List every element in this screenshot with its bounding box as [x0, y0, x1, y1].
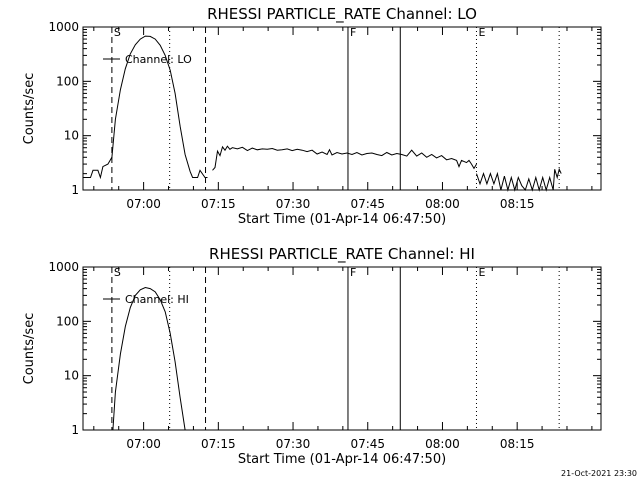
legend-label: Channel: HI — [125, 293, 189, 306]
series-line — [83, 35, 208, 180]
x-tick-label: 07:00 — [126, 437, 161, 451]
x-axis-label: Start Time (01-Apr-14 06:47:50) — [238, 212, 446, 227]
y-tick-label: 10 — [64, 369, 79, 383]
y-tick-label: 1000 — [48, 20, 79, 34]
x-tick-label: 07:45 — [350, 437, 385, 451]
x-tick-label: 07:15 — [201, 197, 236, 211]
panel-lo: RHESSI PARTICLE_RATE Channel: LO Start Ti… — [22, 5, 602, 227]
y-axis-label: Counts/sec — [22, 313, 37, 385]
y-tick-label: 10 — [64, 129, 79, 143]
marker-label: F — [350, 266, 356, 279]
legend-label: Channel: LO — [125, 53, 192, 66]
x-tick-label: 07:30 — [276, 437, 311, 451]
x-tick-label: 07:15 — [201, 437, 236, 451]
marker-label: E — [478, 26, 485, 39]
x-tick-label: 08:15 — [500, 437, 535, 451]
plot-frame — [82, 266, 602, 431]
plot-frame — [82, 26, 602, 191]
y-tick-label: 100 — [56, 314, 79, 328]
marker-label: E — [478, 266, 485, 279]
x-tick-label: 07:30 — [276, 197, 311, 211]
x-tick-label: 07:00 — [126, 197, 161, 211]
y-tick-label: 1000 — [48, 260, 79, 274]
x-axis-label: Start Time (01-Apr-14 06:47:50) — [238, 452, 446, 467]
x-tick-label: 08:15 — [500, 197, 535, 211]
x-tick-label: 08:00 — [425, 197, 460, 211]
x-tick-label: 07:45 — [350, 197, 385, 211]
y-tick-label: 100 — [56, 74, 79, 88]
chart-title: RHESSI PARTICLE_RATE Channel: HI — [209, 245, 475, 264]
series-line — [476, 167, 562, 192]
timestamp-stamp: 21-Oct-2021 23:30 — [561, 469, 637, 478]
x-tick-label: 08:00 — [425, 437, 460, 451]
marker-label: S — [114, 26, 121, 39]
panel-hi: RHESSI PARTICLE_RATE Channel: HI Start Ti… — [22, 245, 602, 467]
y-tick-label: 1 — [71, 423, 79, 437]
series-line — [112, 286, 186, 431]
series-line — [212, 145, 477, 171]
y-tick-label: 1 — [71, 183, 79, 197]
marker-label: F — [350, 26, 356, 39]
marker-label: S — [114, 266, 121, 279]
chart-title: RHESSI PARTICLE_RATE Channel: LO — [207, 5, 477, 24]
y-axis-label: Counts/sec — [22, 73, 37, 145]
